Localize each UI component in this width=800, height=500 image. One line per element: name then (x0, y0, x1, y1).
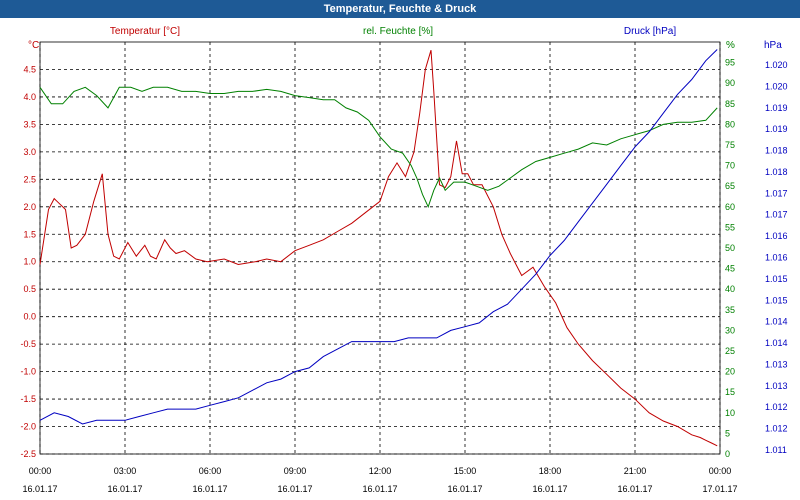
temperature-tick-label: -2.5 (20, 449, 36, 459)
pressure-unit: hPa (764, 40, 782, 51)
x-tick-time: 21:00 (624, 466, 647, 476)
pressure-tick-label: 1.017 (765, 188, 788, 198)
series-group (39, 49, 718, 447)
humidity-unit: % (726, 40, 735, 51)
pressure-tick-label: 1.013 (765, 359, 788, 369)
grid (39, 41, 721, 455)
pressure-tick-label: 1.016 (765, 253, 788, 263)
pressure-axis: 1.011 1.012 1.012 1.013 1.013 1.014 1.014 1.015… (765, 60, 788, 455)
x-tick-date: 16.01.17 (22, 484, 57, 494)
humidity-axis-label: rel. Feuchte [%] (363, 26, 433, 37)
pressure-line (39, 49, 718, 425)
pressure-tick-label: 1.012 (765, 402, 788, 412)
humidity-tick-label: 10 (725, 408, 735, 418)
pressure-tick-label: 1.015 (765, 274, 788, 284)
x-tick-time: 18:00 (539, 466, 562, 476)
temperature-tick-label: 4.0 (23, 92, 36, 102)
pressure-axis-label: Druck [hPa] (624, 26, 676, 37)
x-tick-date: 16.01.17 (362, 484, 397, 494)
humidity-tick-label: 20 (725, 367, 735, 377)
x-tick-date: 16.01.17 (107, 484, 142, 494)
pressure-tick-label: 1.017 (765, 210, 788, 220)
humidity-tick-label: 25 (725, 346, 735, 356)
temperature-unit: °C (28, 40, 39, 51)
humidity-tick-label: 80 (725, 119, 735, 129)
pressure-tick-label: 1.016 (765, 231, 788, 241)
humidity-tick-label: 95 (725, 58, 735, 68)
pressure-tick-label: 1.014 (765, 317, 788, 327)
humidity-line (39, 86, 718, 209)
x-tick-date: 16.01.17 (617, 484, 652, 494)
temperature-tick-label: 2.5 (23, 174, 36, 184)
x-tick-date: 16.01.17 (532, 484, 567, 494)
temperature-tick-label: -1.0 (20, 367, 36, 377)
temperature-tick-label: -0.5 (20, 339, 36, 349)
x-tick-time: 00:00 (29, 466, 52, 476)
temperature-tick-label: 1.0 (23, 257, 36, 267)
humidity-tick-label: 15 (725, 387, 735, 397)
chart: -2.5 -2.0 -1.5 -1.0 -0.5 0.0 0.5 1.0 1.5 2.0 2.5 3.… (0, 18, 800, 500)
temperature-tick-label: -1.5 (20, 394, 36, 404)
pressure-tick-label: 1.019 (765, 103, 788, 113)
temperature-line (39, 50, 718, 447)
pressure-tick-label: 1.013 (765, 381, 788, 391)
x-tick-time: 06:00 (199, 466, 222, 476)
temperature-tick-label: 1.5 (23, 229, 36, 239)
pressure-tick-label: 1.018 (765, 146, 788, 156)
temperature-tick-label: 4.5 (23, 64, 36, 74)
x-tick-date: 16.01.17 (277, 484, 312, 494)
temperature-tick-label: 0.0 (23, 312, 36, 322)
humidity-tick-label: 75 (725, 140, 735, 150)
pressure-tick-label: 1.011 (765, 445, 787, 455)
humidity-tick-label: 55 (725, 222, 735, 232)
pressure-tick-label: 1.020 (765, 81, 788, 91)
plot-area-background (0, 18, 800, 500)
pressure-tick-label: 1.014 (765, 338, 788, 348)
x-tick-time: 03:00 (114, 466, 137, 476)
temperature-tick-label: 3.0 (23, 147, 36, 157)
humidity-tick-label: 35 (725, 305, 735, 315)
x-tick-date: 16.01.17 (447, 484, 482, 494)
pressure-tick-label: 1.015 (765, 295, 788, 305)
x-tick-time: 12:00 (369, 466, 392, 476)
humidity-tick-label: 5 (725, 428, 730, 438)
humidity-tick-label: 45 (725, 264, 735, 274)
humidity-tick-label: 60 (725, 202, 735, 212)
humidity-tick-label: 40 (725, 284, 735, 294)
pressure-tick-label: 1.020 (765, 60, 788, 70)
x-tick-date: 17.01.17 (702, 484, 737, 494)
temperature-axis: -2.5 -2.0 -1.5 -1.0 -0.5 0.0 0.5 1.0 1.5 2.0 2.5 3.… (20, 64, 36, 459)
humidity-tick-label: 85 (725, 99, 735, 109)
humidity-tick-label: 0 (725, 449, 730, 459)
humidity-axis: 0 5 10 15 20 25 30 35 40 45 50 55 60 65 70 75 80 85 90 95 (725, 58, 735, 459)
x-tick-time: 09:00 (284, 466, 307, 476)
window-title: Temperatur, Feuchte & Druck (0, 0, 800, 18)
temperature-axis-label: Temperatur [°C] (110, 26, 180, 37)
x-tick-time: 00:00 (709, 466, 732, 476)
temperature-tick-label: 0.5 (23, 284, 36, 294)
humidity-tick-label: 50 (725, 243, 735, 253)
humidity-tick-label: 65 (725, 181, 735, 191)
pressure-tick-label: 1.012 (765, 424, 788, 434)
pressure-tick-label: 1.019 (765, 124, 788, 134)
x-tick-time: 15:00 (454, 466, 477, 476)
humidity-tick-label: 70 (725, 161, 735, 171)
x-axis: 00:00 16.01.17 03:00 16.01.17 06:00 16.01.17 0… (22, 466, 737, 494)
pressure-tick-label: 1.018 (765, 167, 788, 177)
temperature-tick-label: 3.5 (23, 119, 36, 129)
temperature-tick-label: 2.0 (23, 202, 36, 212)
humidity-tick-label: 30 (725, 325, 735, 335)
temperature-tick-label: -2.0 (20, 422, 36, 432)
humidity-tick-label: 90 (725, 78, 735, 88)
x-tick-date: 16.01.17 (192, 484, 227, 494)
